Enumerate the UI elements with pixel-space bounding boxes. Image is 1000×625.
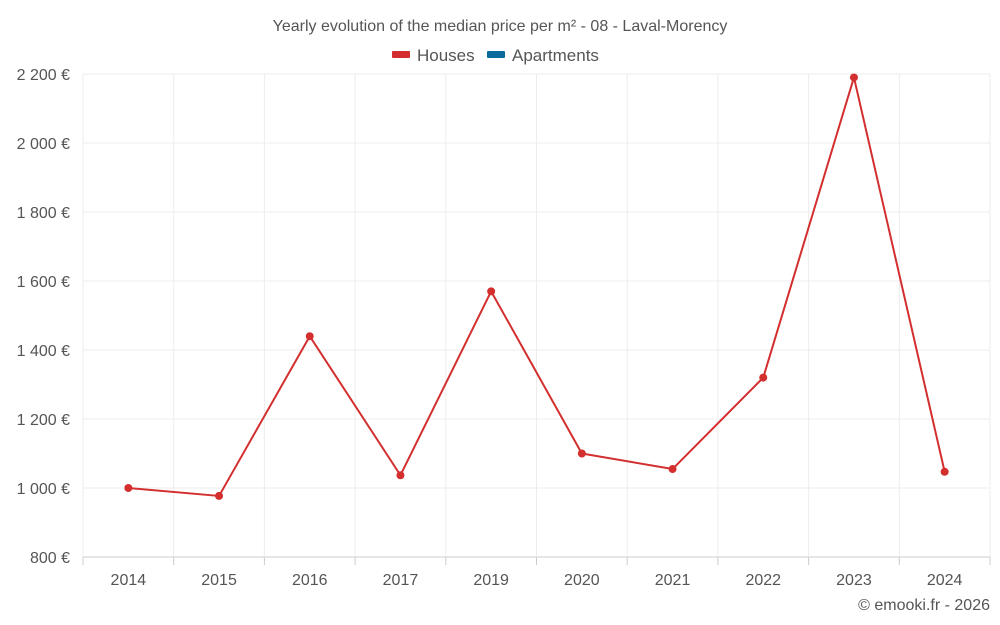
- plot-area: [124, 73, 949, 500]
- credit-text: © emooki.fr - 2026: [858, 597, 990, 614]
- data-point[interactable]: [849, 73, 858, 82]
- legend-item-houses[interactable]: Houses: [392, 46, 475, 65]
- legend-swatch-apartments: [487, 51, 505, 58]
- data-point[interactable]: [215, 491, 224, 500]
- x-axis: 2014 2015 2016 2017 2019 2020 2021 2022 2023 2024: [82, 557, 991, 589]
- y-tick-label: 2 200 €: [17, 67, 70, 84]
- x-tick-label: 2016: [292, 572, 328, 589]
- y-tick-label: 1 800 €: [17, 205, 70, 222]
- chart-title: Yearly evolution of the median price per…: [273, 18, 728, 35]
- data-point[interactable]: [396, 471, 405, 480]
- x-tick-label: 2023: [836, 572, 872, 589]
- data-point[interactable]: [487, 287, 496, 296]
- y-tick-label: 1 600 €: [17, 274, 70, 291]
- y-tick-label: 1 400 €: [17, 343, 70, 360]
- data-point[interactable]: [940, 467, 949, 476]
- y-axis: 800 € 1 000 € 1 200 € 1 400 € 1 600 € 1 800 €…: [17, 67, 70, 567]
- y-tick-label: 2 000 €: [17, 136, 70, 153]
- x-tick-label: 2022: [745, 572, 781, 589]
- x-tick-label: 2020: [564, 572, 600, 589]
- legend-item-apartments[interactable]: Apartments: [487, 46, 599, 65]
- y-tick-label: 1 000 €: [17, 481, 70, 498]
- x-tick-label: 2015: [201, 572, 237, 589]
- data-point[interactable]: [577, 449, 586, 458]
- legend-label-houses: Houses: [417, 46, 475, 65]
- legend: Houses Apartments: [392, 46, 599, 65]
- legend-label-apartments: Apartments: [512, 46, 599, 65]
- data-point[interactable]: [759, 373, 768, 382]
- x-tick-label: 2019: [473, 572, 509, 589]
- series-line-houses: [128, 76, 946, 497]
- x-tick-label: 2024: [927, 572, 963, 589]
- x-tick-label: 2017: [383, 572, 419, 589]
- data-point[interactable]: [124, 484, 133, 492]
- y-tick-label: 1 200 €: [17, 412, 70, 429]
- legend-swatch-houses: [392, 51, 410, 58]
- grid: [82, 73, 991, 558]
- data-point[interactable]: [668, 465, 677, 474]
- y-tick-label: 800 €: [30, 550, 70, 567]
- x-tick-label: 2021: [655, 572, 691, 589]
- data-point[interactable]: [305, 332, 314, 341]
- x-tick-label: 2014: [111, 572, 147, 589]
